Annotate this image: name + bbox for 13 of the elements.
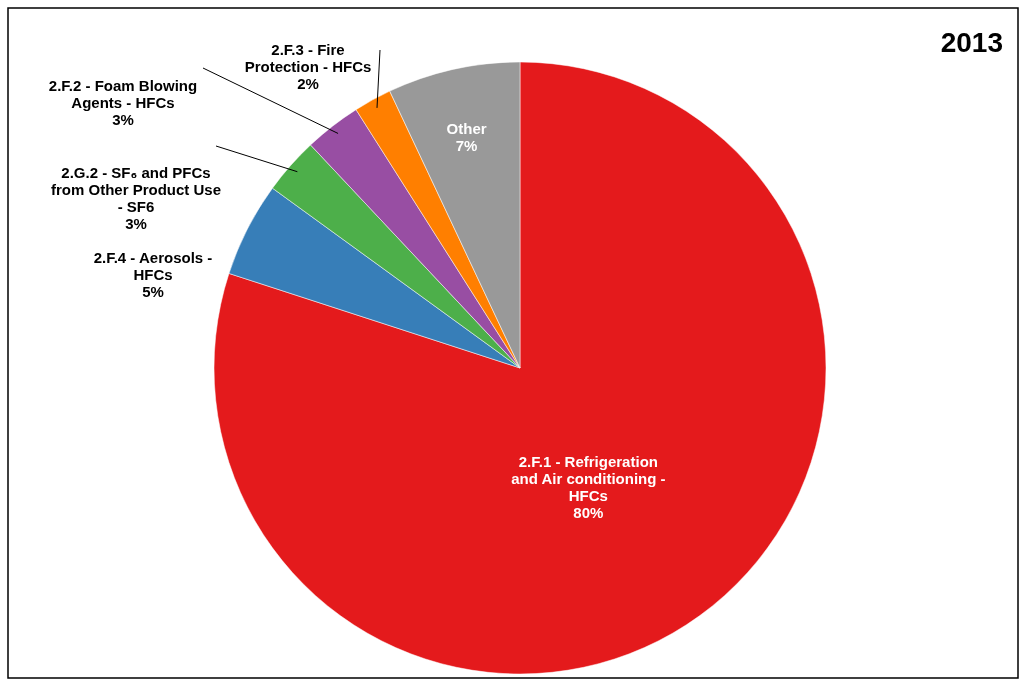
slice-label: Other: [446, 120, 487, 138]
data-label: 7%: [455, 137, 478, 155]
data-label: 3%: [125, 215, 147, 232]
slice-label: 2.G.2 - SF₆ and PFCs from Other Product Use - SF6: [50, 164, 222, 215]
data-label: 5%: [142, 283, 164, 300]
slice-label: 2.F.4 - Aerosols - HFCs: [93, 249, 213, 283]
data-label: 80%: [573, 504, 604, 522]
slice-label: 2.F.3 - Fire Protection - HFCs: [244, 41, 372, 75]
slice-label: 2.F.1 - Refrigeration and Air conditioning - HFCs: [511, 453, 666, 505]
text: 2013: [940, 27, 1003, 58]
data-label: 3%: [112, 111, 134, 128]
slice-label: 2.F.2 - Foam Blowing Agents - HFCs: [48, 77, 198, 111]
data-label: 2%: [297, 75, 319, 92]
